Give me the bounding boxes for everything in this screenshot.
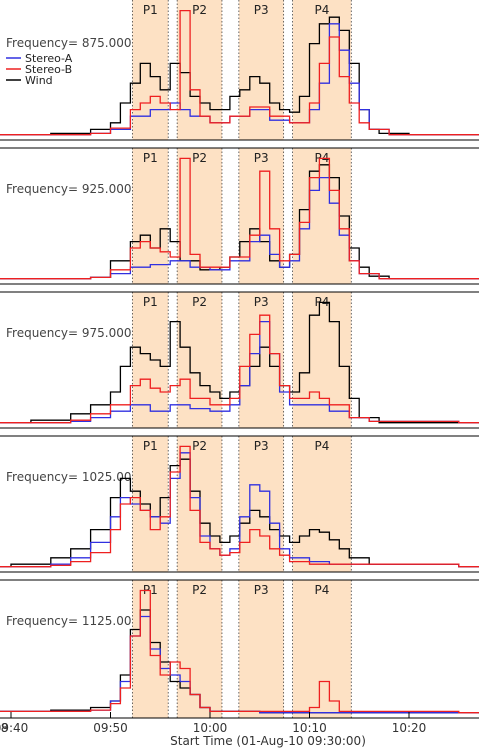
- series-stereo-b: [0, 9, 479, 136]
- period-label-p3: P3: [254, 439, 269, 453]
- x-axis-label: Start Time (01-Aug-10 09:30:00): [170, 734, 366, 748]
- series-stereo-a: [0, 176, 479, 280]
- period-label-p1: P1: [143, 3, 158, 17]
- period-band-p4: [292, 436, 352, 572]
- x-axis: 09:3809:40 09:50 10:00 10:10 10:20: [0, 712, 426, 735]
- period-label-p3: P3: [254, 3, 269, 17]
- x-tick-label: 09:38: [0, 721, 8, 735]
- period-label-p3: P3: [254, 583, 269, 597]
- legend-label-stereo-a: Stereo-A: [25, 52, 73, 65]
- panel-4: P1 P2 P3 P4 Frequency= 1025.00: [0, 435, 479, 573]
- x-tick-label: 09:40: [0, 721, 28, 735]
- period-band-p2: [177, 292, 222, 428]
- panel-1: P1 P2 P3 P4 Frequency= 875.000: [0, 0, 479, 141]
- series-wind: [0, 458, 479, 568]
- x-tick-label: 10:10: [292, 721, 327, 735]
- panels-group: P1 P2 P3 P4 Frequency= 875.000 P1 P2 P3 P4 Freque…: [0, 0, 479, 719]
- period-label-p4: P4: [315, 439, 330, 453]
- period-label-p3: P3: [254, 295, 269, 309]
- series-stereo-b: [0, 157, 479, 280]
- frequency-label: Frequency= 975.000: [6, 326, 131, 340]
- x-tick-label: 09:50: [93, 721, 128, 735]
- period-band-p3: [238, 148, 284, 284]
- period-band-p3: [238, 0, 284, 140]
- period-label-p2: P2: [192, 3, 207, 17]
- period-band-p4: [292, 292, 352, 428]
- period-band-p3: [238, 580, 284, 718]
- frequency-label: Frequency= 1025.00: [6, 470, 131, 484]
- period-band-p4: [292, 580, 352, 718]
- series-stereo-b: [0, 314, 479, 424]
- series-stereo-b: [0, 445, 479, 568]
- period-label-p3: P3: [254, 151, 269, 165]
- series-wind: [0, 16, 479, 136]
- period-band-p3: [238, 436, 284, 572]
- x-tick-label: 10:00: [193, 721, 228, 735]
- frequency-label: Frequency= 875.000: [6, 36, 131, 50]
- frequency-label: Frequency= 1125.00: [6, 614, 131, 628]
- period-label-p2: P2: [192, 439, 207, 453]
- period-band-p3: [238, 292, 284, 428]
- series-stereo-b: [0, 589, 479, 714]
- period-band-p2: [177, 0, 222, 140]
- period-label-p1: P1: [143, 295, 158, 309]
- legend-label-wind: Wind: [25, 74, 53, 87]
- x-tick-label: 10:20: [392, 721, 427, 735]
- period-label-p4: P4: [315, 583, 330, 597]
- legend-label-stereo-b: Stereo-B: [25, 63, 72, 76]
- period-label-p2: P2: [192, 151, 207, 165]
- frequency-label: Frequency= 925.000: [6, 182, 131, 196]
- period-band-p4: [292, 0, 352, 140]
- period-label-p1: P1: [143, 439, 158, 453]
- period-label-p4: P4: [315, 3, 330, 17]
- period-label-p2: P2: [192, 583, 207, 597]
- period-label-p2: P2: [192, 295, 207, 309]
- period-band-p1: [132, 148, 169, 284]
- period-label-p1: P1: [143, 151, 158, 165]
